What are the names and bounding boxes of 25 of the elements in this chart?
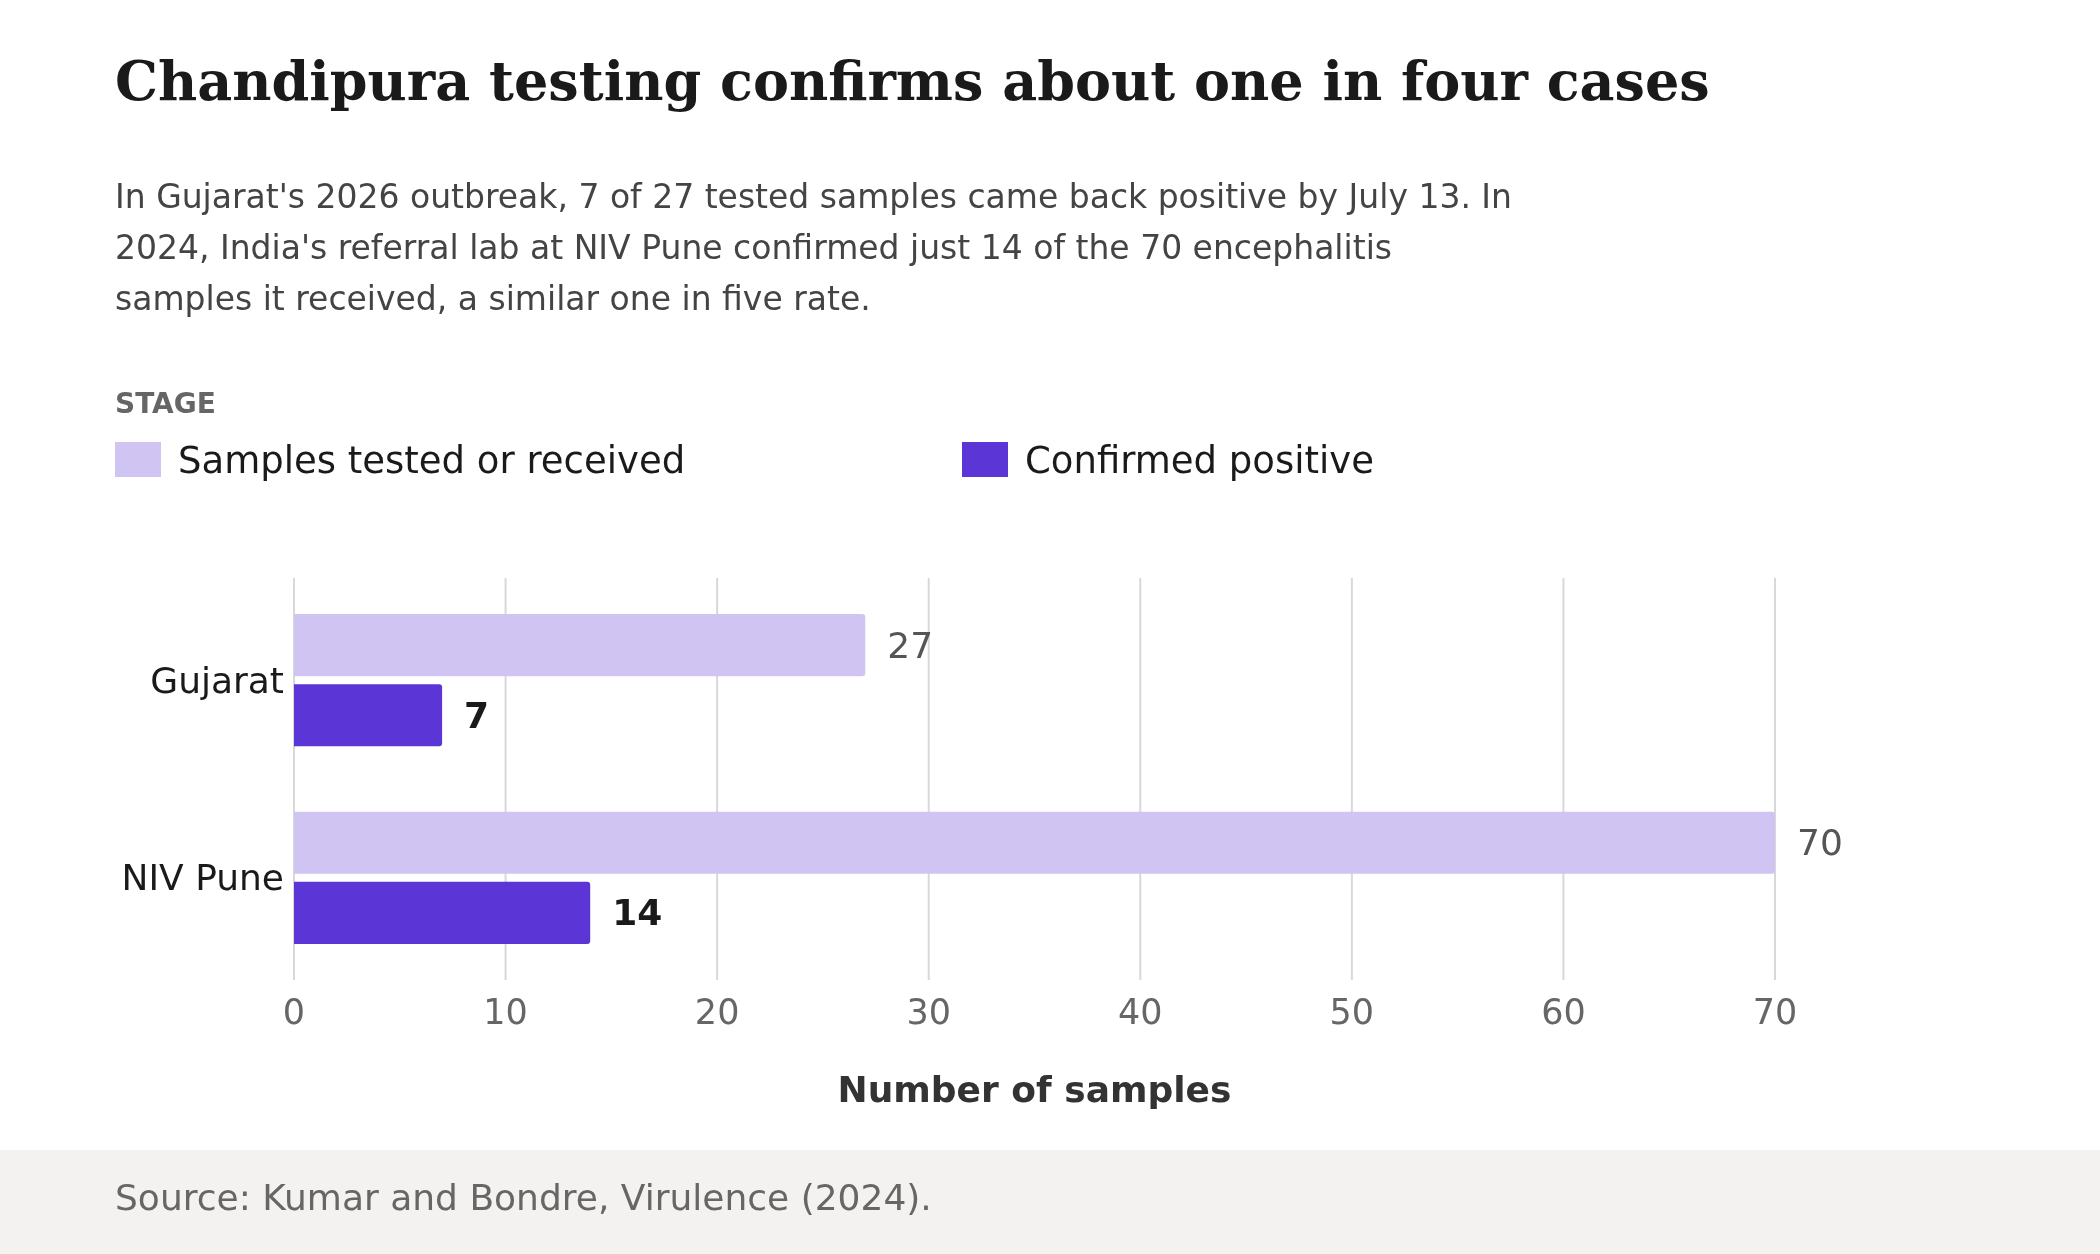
x-tick-label: 10 <box>483 992 528 1032</box>
source-note: Source: Kumar and Bondre, Virulence (2024). <box>115 1177 932 1218</box>
x-axis-title: Number of samples <box>837 1069 1232 1110</box>
x-tick-label: 0 <box>282 992 306 1032</box>
legend-title: STAGE <box>115 387 216 420</box>
data-label: 27 <box>887 624 934 666</box>
x-tick-label: 40 <box>1118 992 1163 1032</box>
y-tick-label: NIV Pune <box>121 857 284 899</box>
x-tick-label: 50 <box>1329 992 1375 1032</box>
bar <box>294 684 443 747</box>
data-label: 14 <box>612 892 663 934</box>
x-tick-label: 30 <box>906 992 951 1032</box>
data-label: 70 <box>1797 822 1843 864</box>
bar <box>294 613 866 677</box>
x-tick-label: 60 <box>1541 992 1586 1032</box>
y-tick-label: Gujarat <box>150 659 284 701</box>
data-label: 7 <box>464 694 490 736</box>
legend-label: Confirmed positive <box>1025 438 1374 482</box>
x-tick-label: 70 <box>1752 992 1798 1032</box>
chart-subtitle: In Gujarat's 2026 outbreak, 7 of 27 tested samples came back positive by July 13. In 2024, India's referral lab at NIV Pune confirmed just 14 of the 70 encephalitis samples it received, a similar one in five rate. <box>115 177 1513 318</box>
bar <box>294 811 1775 874</box>
x-tick-label: 20 <box>694 992 740 1032</box>
chart-title: Chandipura testing confirms about one in four cases <box>115 49 1710 113</box>
legend-label: Samples tested or received <box>178 438 686 482</box>
bar <box>294 881 591 945</box>
